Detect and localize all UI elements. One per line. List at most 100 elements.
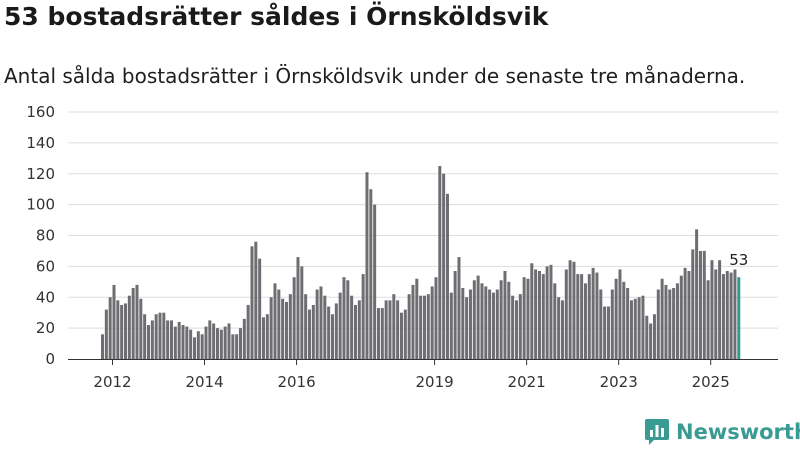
bar: [357, 300, 361, 359]
bar: [346, 280, 350, 359]
bar: [101, 334, 104, 359]
bar: [196, 331, 200, 359]
bar: [545, 266, 549, 359]
bar: [641, 295, 645, 359]
bar: [407, 294, 411, 359]
bar: [173, 326, 177, 359]
chart-subtitle: Antal sålda bostadsrätter i Örnsköldsvik…: [4, 64, 746, 88]
bar: [583, 283, 587, 359]
bar: [330, 314, 334, 359]
bar: [365, 172, 369, 359]
bar: [522, 277, 526, 359]
bar: [177, 321, 181, 359]
bar: [449, 292, 453, 359]
bar: [411, 284, 415, 359]
bar: [380, 308, 384, 359]
bar: [560, 300, 564, 359]
bar: [254, 241, 258, 359]
gridlines: [68, 111, 778, 329]
x-tick-label: 2019: [416, 373, 454, 391]
bar: [369, 189, 373, 359]
bar: [123, 303, 127, 359]
brand-logo[interactable]: Newsworthy: [644, 418, 800, 446]
bar: [315, 289, 319, 359]
bar: [384, 300, 388, 359]
bar: [549, 264, 553, 359]
bar: [143, 314, 147, 359]
bar: [706, 280, 710, 359]
bar: [169, 320, 173, 359]
bar: [265, 314, 269, 359]
bar: [718, 260, 722, 359]
x-tick-label: 2016: [277, 373, 315, 391]
bar: [442, 173, 446, 359]
bar: [323, 295, 327, 359]
x-tick-label: 2021: [508, 373, 546, 391]
bar: [392, 294, 396, 359]
y-tick-label: 140: [26, 134, 55, 152]
bar: [426, 294, 430, 359]
bar: [235, 334, 239, 359]
x-axis-ticks: 2012 2014 2016 2019 2021 2023 2025: [93, 359, 730, 391]
bar: [534, 269, 538, 359]
bar: [453, 271, 457, 359]
bar: [419, 295, 423, 359]
bar-latest: [737, 277, 741, 359]
y-tick-label: 80: [36, 227, 55, 245]
bar: [660, 278, 664, 359]
bar: [468, 289, 472, 359]
bar: [189, 329, 193, 359]
bar: [296, 257, 300, 359]
bar: [599, 289, 603, 359]
bar: [530, 263, 534, 359]
bar: [430, 286, 434, 359]
bar: [223, 326, 227, 359]
bar: [300, 266, 304, 359]
y-tick-label: 160: [26, 103, 55, 121]
bar: [219, 329, 223, 359]
bar: [691, 249, 695, 359]
bar: [698, 250, 702, 359]
bar: [204, 326, 208, 359]
bar: [672, 287, 676, 359]
bar: [127, 295, 131, 359]
bar: [108, 297, 112, 359]
chart-title: 53 bostadsrätter såldes i Örnsköldsvik: [4, 2, 549, 31]
bar: [403, 309, 407, 359]
bar: [721, 274, 725, 359]
bar: [683, 267, 687, 359]
bar: [618, 269, 622, 359]
bar: [350, 295, 354, 359]
x-tick-label: 2014: [185, 373, 223, 391]
bar: [503, 271, 507, 359]
data-labels: 53: [729, 251, 748, 269]
bar: [338, 292, 342, 359]
bar: [231, 334, 235, 359]
y-tick-label: 40: [36, 288, 55, 306]
bar: [606, 306, 610, 359]
bar: [304, 294, 308, 359]
bar: [461, 287, 465, 359]
bar: [645, 315, 649, 359]
bar: [595, 272, 599, 359]
y-tick-label: 100: [26, 196, 55, 214]
brand-name: Newsworthy: [676, 420, 800, 444]
bar: [434, 277, 438, 359]
bar: [603, 306, 607, 359]
bar: [507, 281, 511, 359]
y-tick-label: 120: [26, 165, 55, 183]
bar: [518, 294, 522, 359]
bar: [710, 260, 714, 359]
bar: [327, 306, 331, 359]
bar: [511, 295, 515, 359]
bar: [334, 303, 338, 359]
bar: [687, 271, 691, 359]
bar: [112, 284, 116, 359]
bar: [491, 292, 495, 359]
bar: [212, 323, 216, 359]
bar: [629, 300, 633, 359]
bar: [342, 277, 346, 359]
bar: [553, 283, 557, 359]
bar: [250, 246, 254, 359]
bar: [319, 286, 323, 359]
